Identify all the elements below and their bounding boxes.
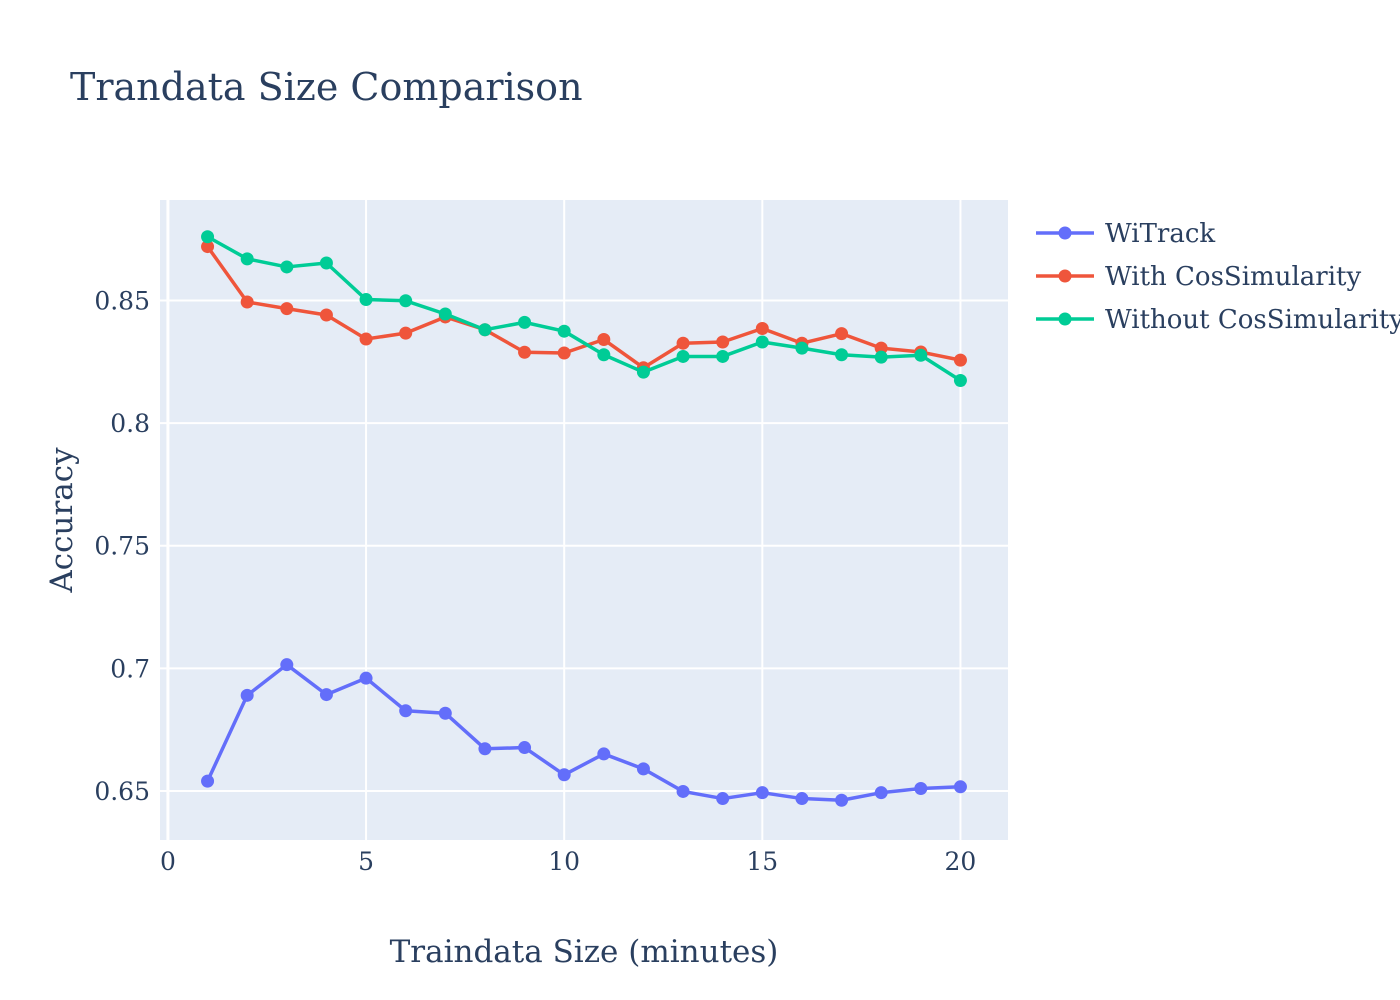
data-point-without-cossimularity[interactable] xyxy=(716,349,730,363)
data-point-with-cossimularity[interactable] xyxy=(201,240,215,254)
data-point-without-cossimularity[interactable] xyxy=(795,341,809,355)
data-point-witrack[interactable] xyxy=(399,704,413,718)
series-group xyxy=(201,230,967,807)
data-point-without-cossimularity[interactable] xyxy=(438,307,452,321)
data-point-witrack[interactable] xyxy=(755,786,769,800)
data-point-witrack[interactable] xyxy=(716,792,730,806)
legend-label: Without CosSimularity xyxy=(1105,305,1400,335)
x-axis-title: Traindata Size (minutes) xyxy=(390,934,779,970)
data-point-with-cossimularity[interactable] xyxy=(240,295,254,309)
y-tick-label: 0.8 xyxy=(110,409,150,438)
x-tick-label: 5 xyxy=(358,847,374,876)
data-point-with-cossimularity[interactable] xyxy=(597,333,611,347)
data-point-without-cossimularity[interactable] xyxy=(636,365,650,379)
y-axis-title: Accuracy xyxy=(44,447,80,594)
data-point-witrack[interactable] xyxy=(597,747,611,761)
data-point-without-cossimularity[interactable] xyxy=(597,348,611,362)
data-point-with-cossimularity[interactable] xyxy=(953,353,967,367)
data-point-with-cossimularity[interactable] xyxy=(755,321,769,335)
data-point-without-cossimularity[interactable] xyxy=(874,350,888,364)
y-tick-label: 0.7 xyxy=(110,654,150,683)
legend-item-with-cossimularity[interactable]: With CosSimularity xyxy=(1036,262,1361,292)
data-point-witrack[interactable] xyxy=(557,768,571,782)
y-tick-label: 0.85 xyxy=(94,287,150,316)
data-point-with-cossimularity[interactable] xyxy=(835,327,849,341)
data-point-witrack[interactable] xyxy=(835,793,849,807)
chart-title: Trandata Size Comparison xyxy=(70,65,583,109)
data-point-without-cossimularity[interactable] xyxy=(755,335,769,349)
data-point-witrack[interactable] xyxy=(240,688,254,702)
data-point-without-cossimularity[interactable] xyxy=(953,373,967,387)
data-point-without-cossimularity[interactable] xyxy=(518,315,532,329)
x-tick-label: 0 xyxy=(160,847,176,876)
data-point-witrack[interactable] xyxy=(795,792,809,806)
data-point-witrack[interactable] xyxy=(676,784,690,798)
series-line-with-cossimularity xyxy=(206,245,961,370)
data-point-with-cossimularity[interactable] xyxy=(399,326,413,340)
data-point-without-cossimularity[interactable] xyxy=(399,294,413,308)
data-point-witrack[interactable] xyxy=(953,780,967,794)
data-point-witrack[interactable] xyxy=(636,762,650,776)
data-point-witrack[interactable] xyxy=(359,671,373,685)
data-point-without-cossimularity[interactable] xyxy=(240,252,254,266)
series-line-without-cossimularity xyxy=(206,235,962,382)
legend-label: WiTrack xyxy=(1105,219,1215,249)
data-point-with-cossimularity[interactable] xyxy=(874,341,888,355)
data-point-with-cossimularity[interactable] xyxy=(557,346,571,360)
data-point-witrack[interactable] xyxy=(438,706,452,720)
legend-swatch-marker xyxy=(1058,312,1072,326)
data-point-witrack[interactable] xyxy=(478,742,492,756)
legend[interactable]: WiTrack With CosSimularity Without CosSimu… xyxy=(1036,219,1400,335)
legend-label: With CosSimularity xyxy=(1105,262,1361,292)
y-tick-label: 0.65 xyxy=(94,777,150,806)
legend-swatch-marker xyxy=(1058,226,1072,240)
data-point-with-cossimularity[interactable] xyxy=(518,345,532,359)
legend-item-witrack[interactable]: WiTrack xyxy=(1036,219,1215,249)
x-tick-label: 15 xyxy=(746,847,778,876)
data-point-without-cossimularity[interactable] xyxy=(319,256,333,270)
y-tick-label: 0.75 xyxy=(94,532,150,561)
data-point-without-cossimularity[interactable] xyxy=(914,348,928,362)
data-point-witrack[interactable] xyxy=(914,782,928,796)
legend-item-without-cossimularity[interactable]: Without CosSimularity xyxy=(1036,305,1400,335)
data-point-with-cossimularity[interactable] xyxy=(280,302,294,316)
data-point-witrack[interactable] xyxy=(874,786,888,800)
data-point-with-cossimularity[interactable] xyxy=(359,332,373,346)
data-point-with-cossimularity[interactable] xyxy=(716,335,730,349)
data-point-without-cossimularity[interactable] xyxy=(201,230,215,244)
data-point-with-cossimularity[interactable] xyxy=(319,308,333,322)
data-point-without-cossimularity[interactable] xyxy=(557,324,571,338)
legend-swatch-marker xyxy=(1058,269,1072,283)
data-point-without-cossimularity[interactable] xyxy=(835,348,849,362)
data-point-witrack[interactable] xyxy=(319,688,333,702)
x-tick-label: 10 xyxy=(548,847,580,876)
data-point-witrack[interactable] xyxy=(201,774,215,788)
gridlines xyxy=(160,200,1008,840)
data-point-with-cossimularity[interactable] xyxy=(676,336,690,350)
data-point-without-cossimularity[interactable] xyxy=(676,349,690,363)
data-point-witrack[interactable] xyxy=(280,658,294,672)
data-point-without-cossimularity[interactable] xyxy=(280,260,294,274)
y-tick-labels: 0.65 0.7 0.75 0.8 0.85 xyxy=(94,287,150,806)
series-line-witrack xyxy=(205,662,961,803)
x-tick-label: 20 xyxy=(945,847,977,876)
data-point-witrack[interactable] xyxy=(518,741,532,755)
data-point-without-cossimularity[interactable] xyxy=(359,293,373,307)
x-tick-labels: 0 5 10 15 20 xyxy=(160,847,976,876)
data-point-without-cossimularity[interactable] xyxy=(478,323,492,337)
plot-area xyxy=(160,200,1008,840)
